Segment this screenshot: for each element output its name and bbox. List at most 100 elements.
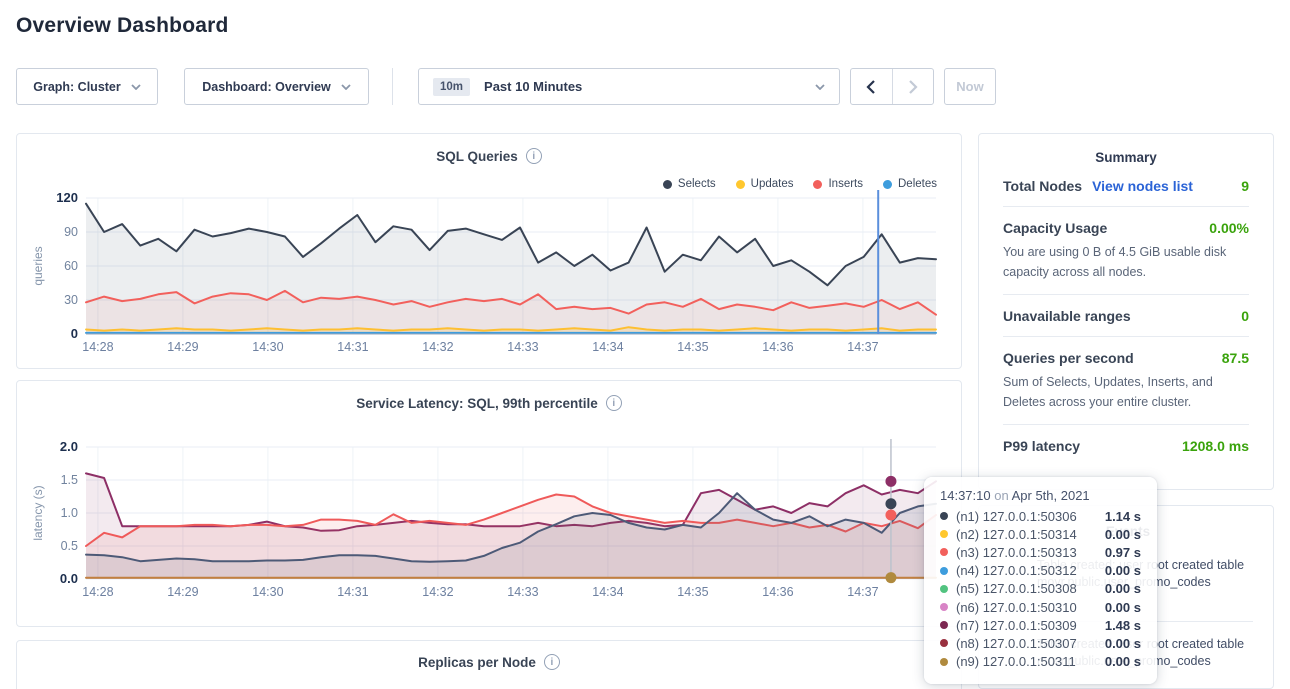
node-address: (n9) 127.0.0.1:50311 [956,654,1076,669]
node-latency-value: 1.48 s [1105,618,1141,633]
tooltip-node-row: (n5) 127.0.0.1:50308 0.00 s [940,580,1141,598]
svg-text:14:37: 14:37 [847,340,878,354]
svg-text:90: 90 [64,225,78,239]
graph-scope-dropdown[interactable]: Graph: Cluster [16,68,158,105]
sql-queries-chart[interactable]: 14:28 14:29 14:30 14:31 14:32 14:33 14:34 14:35… [17,134,963,368]
svg-text:0: 0 [71,326,78,341]
node-latency-value: 0.00 s [1105,654,1141,669]
time-range-badge: 10m [433,78,470,96]
node-latency-value: 0.00 s [1105,527,1141,542]
summary-value: 0.00% [1209,220,1249,236]
svg-text:0.0: 0.0 [60,571,78,586]
summary-value: 9 [1241,178,1249,194]
chevron-down-icon [341,84,351,90]
svg-text:14:34: 14:34 [592,340,623,354]
svg-text:14:28: 14:28 [82,340,113,354]
summary-value: 1208.0 ms [1182,438,1249,454]
chart-title: Replicas per Node [418,655,536,670]
svg-text:120: 120 [56,190,78,205]
svg-text:14:31: 14:31 [337,585,368,599]
node-latency-value: 0.97 s [1105,545,1141,560]
tooltip-timestamp: 14:37:10 on Apr 5th, 2021 [940,488,1141,503]
svg-text:14:29: 14:29 [167,340,198,354]
node-address: (n5) 127.0.0.1:50308 [956,581,1077,596]
summary-row-total-nodes: Total Nodes View nodes list 9 [1003,165,1249,206]
node-address: (n4) 127.0.0.1:50312 [956,563,1077,578]
svg-text:14:35: 14:35 [677,340,708,354]
tooltip-node-row: (n2) 127.0.0.1:50314 0.00 s [940,525,1141,543]
summary-row-unavailable-ranges: Unavailable ranges 0 [1003,294,1249,336]
chart-hover-tooltip: 14:37:10 on Apr 5th, 2021 (n1) 127.0.0.1… [924,477,1157,684]
node-address: (n2) 127.0.0.1:50314 [956,527,1077,542]
node-color-dot [940,548,948,556]
node-address: (n1) 127.0.0.1:50306 [956,509,1077,524]
svg-text:queries: queries [31,246,45,285]
node-color-dot [940,530,948,538]
tooltip-node-row: (n3) 127.0.0.1:50313 0.97 s [940,543,1141,561]
page-title: Overview Dashboard [16,14,229,38]
node-latency-value: 0.00 s [1105,563,1141,578]
summary-desc: Sum of Selects, Updates, Inserts, and De… [1003,372,1249,412]
node-address: (n6) 127.0.0.1:50310 [956,600,1077,615]
dashboard-label: Dashboard: Overview [202,80,331,94]
summary-label: Unavailable ranges [1003,308,1131,324]
summary-row-p99: P99 latency 1208.0 ms [1003,424,1249,466]
svg-text:1.5: 1.5 [61,473,78,487]
svg-text:14:37: 14:37 [847,585,878,599]
graph-scope-label: Graph: Cluster [33,80,121,94]
node-latency-value: 0.00 s [1105,600,1141,615]
step-forward-button[interactable] [892,69,933,104]
node-color-dot [940,567,948,575]
summary-desc: You are using 0 B of 4.5 GiB usable disk… [1003,242,1249,282]
node-color-dot [940,639,948,647]
dashboard-dropdown[interactable]: Dashboard: Overview [184,68,369,105]
replicas-per-node-card: Replicas per Node i [16,640,962,689]
svg-text:14:32: 14:32 [422,585,453,599]
controls-divider [392,68,393,105]
svg-text:14:36: 14:36 [762,585,793,599]
node-address: (n3) 127.0.0.1:50313 [956,545,1077,560]
svg-text:1.0: 1.0 [61,506,78,520]
tooltip-node-row: (n7) 127.0.0.1:503091.48 s [940,616,1141,634]
info-icon[interactable]: i [544,654,560,670]
svg-text:0.5: 0.5 [61,539,78,553]
time-range-label: Past 10 Minutes [484,79,582,94]
summary-label: Capacity Usage [1003,220,1107,236]
sql-queries-card: SQL Queries i Selects Updates Inserts De… [16,133,962,369]
time-range-dropdown[interactable]: 10m Past 10 Minutes [418,68,840,105]
chevron-down-icon [815,84,825,90]
svg-text:14:29: 14:29 [167,585,198,599]
node-latency-value: 0.00 s [1105,581,1141,596]
svg-text:14:30: 14:30 [252,340,283,354]
svg-text:14:31: 14:31 [337,340,368,354]
svg-text:14:33: 14:33 [507,585,538,599]
view-nodes-list-link[interactable]: View nodes list [1092,178,1193,194]
summary-title: Summary [1003,150,1249,165]
svg-text:14:28: 14:28 [82,585,113,599]
svg-text:14:36: 14:36 [762,340,793,354]
service-latency-chart[interactable]: 14:2814:2914:3014:3114:3214:3314:3414:35… [17,381,963,626]
summary-row-qps: Queries per second 87.5 Sum of Selects, … [1003,336,1249,424]
tooltip-node-row: (n8) 127.0.0.1:503070.00 s [940,634,1141,652]
now-button-label: Now [956,79,983,94]
step-back-button[interactable] [851,69,892,104]
summary-panel: Summary Total Nodes View nodes list 9 Ca… [978,133,1274,490]
svg-text:2.0: 2.0 [60,439,78,454]
overview-dashboard-page: Overview Dashboard Graph: Cluster Dashbo… [0,0,1290,689]
now-button[interactable]: Now [944,68,996,105]
time-step-buttons [850,68,934,105]
summary-value: 0 [1241,308,1249,324]
tooltip-node-row: (n4) 127.0.0.1:50312 0.00 s [940,562,1141,580]
node-color-dot [940,621,948,629]
node-color-dot [940,585,948,593]
svg-text:14:33: 14:33 [507,340,538,354]
tooltip-node-row: (n1) 127.0.0.1:50306 1.14 s [940,507,1141,525]
node-latency-value: 0.00 s [1105,636,1141,651]
tooltip-node-row: (n6) 127.0.0.1:50310 0.00 s [940,598,1141,616]
node-latency-value: 1.14 s [1105,509,1141,524]
svg-text:14:30: 14:30 [252,585,283,599]
summary-value: 87.5 [1222,350,1249,366]
summary-label: P99 latency [1003,438,1080,454]
svg-text:14:32: 14:32 [422,340,453,354]
summary-label: Total Nodes [1003,178,1082,194]
